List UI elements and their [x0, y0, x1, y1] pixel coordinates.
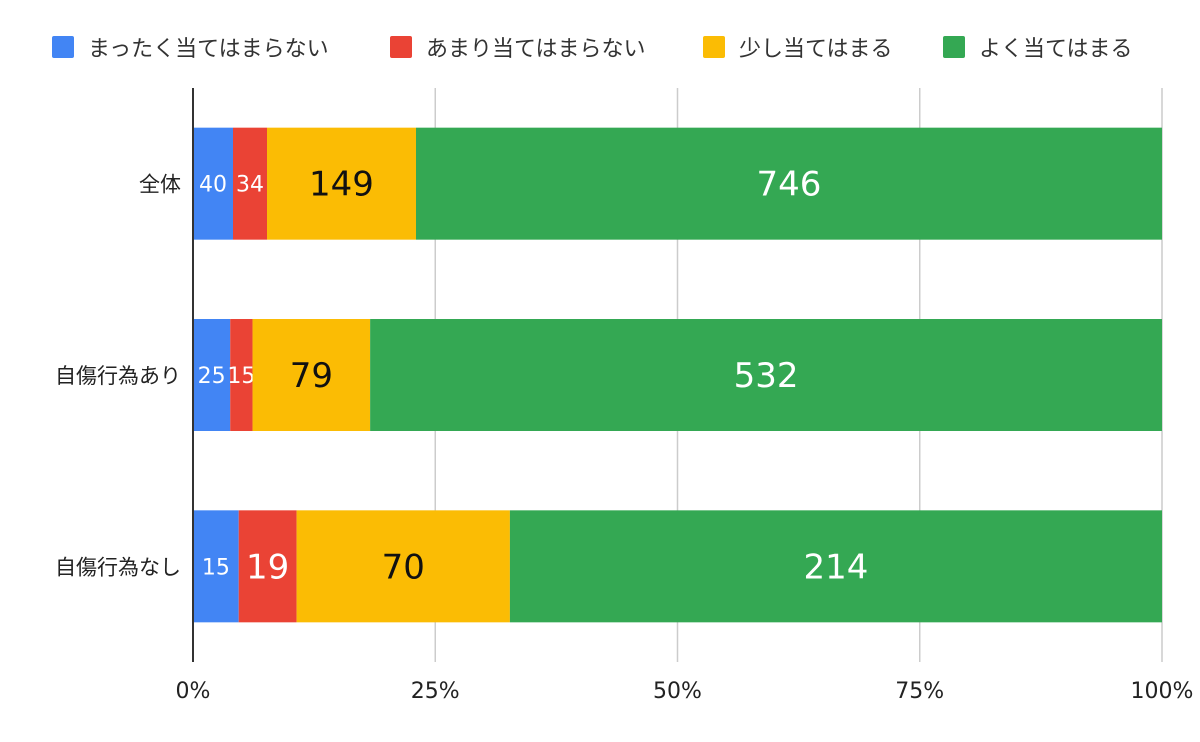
legend-item-series-2: あまり当てはまらない: [390, 30, 646, 64]
data-label: 19: [246, 547, 289, 587]
data-label: 79: [290, 356, 333, 396]
category-label: 全体: [139, 173, 181, 197]
legend-label-series-4: よく当てはまる: [979, 37, 1133, 62]
data-label: 746: [757, 165, 822, 205]
data-label: 15: [227, 364, 255, 389]
data-label: 25: [198, 364, 226, 389]
legend-swatch-series-4: [943, 36, 965, 58]
legend-swatch-series-1: [52, 36, 74, 58]
bar-segment: [233, 127, 267, 240]
legend-swatch-series-2: [390, 36, 412, 58]
bar-segment: [509, 510, 1163, 623]
data-label: 34: [236, 173, 264, 198]
x-tick-label: 50%: [653, 679, 702, 704]
legend-swatch-series-3: [703, 36, 725, 58]
bar-segment: [193, 510, 239, 623]
data-label: 149: [309, 165, 374, 205]
category-label: 自傷行為あり: [55, 364, 181, 388]
legend-item-series-1: まったく当てはまらない: [52, 30, 329, 64]
data-label: 40: [199, 173, 227, 198]
bar-segment: [370, 319, 1162, 431]
data-label: 214: [803, 547, 868, 587]
bar-segment: [193, 319, 231, 431]
x-tick-label: 75%: [895, 679, 944, 704]
x-tick-label: 25%: [411, 679, 460, 704]
data-label: 15: [202, 555, 230, 580]
bar-segment: [252, 319, 371, 431]
data-label: 70: [382, 547, 425, 587]
bar-segment: [238, 510, 297, 623]
legend-label-series-2: あまり当てはまらない: [426, 37, 646, 62]
bar-segment: [193, 127, 233, 240]
legend-item-series-3: 少し当てはまる: [703, 30, 893, 64]
x-tick-label: 100%: [1131, 679, 1194, 704]
data-label: 532: [734, 356, 799, 396]
legend-label-series-3: 少し当てはまる: [739, 37, 893, 62]
bar-segment: [230, 319, 253, 431]
legend: まったく当てはまらない あまり当てはまらない 少し当てはまる よく当てはまる: [0, 30, 1200, 64]
legend-item-series-4: よく当てはまる: [943, 30, 1133, 64]
category-label: 自傷行為なし: [55, 555, 181, 579]
x-tick-label: 0%: [176, 679, 211, 704]
bar-segment: [267, 127, 416, 240]
legend-label-series-1: まったく当てはまらない: [88, 37, 329, 62]
bar-segment: [416, 127, 1162, 240]
bar-segment: [296, 510, 510, 623]
